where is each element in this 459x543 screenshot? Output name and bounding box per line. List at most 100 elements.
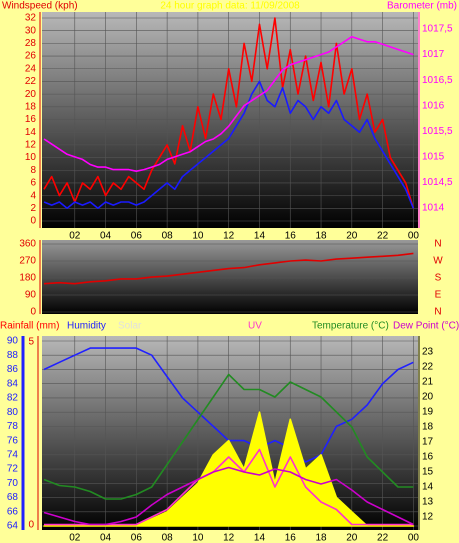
- y2-tick-label: 1016,5: [422, 75, 453, 86]
- y3-tick-label: 0: [28, 520, 34, 531]
- line: [43, 80, 415, 210]
- y-tick-label: 64: [7, 521, 19, 532]
- y-tick-label: 84: [7, 378, 19, 389]
- line: [43, 252, 414, 285]
- y-tick-label: 16: [25, 114, 37, 125]
- plot-background: [42, 240, 418, 314]
- x-tick-label: 10: [192, 533, 204, 543]
- y2-tick-label: N: [434, 239, 441, 250]
- y2-tick-label: 12: [422, 512, 434, 523]
- y2-tick-label: 18: [422, 422, 434, 433]
- line: [43, 35, 414, 172]
- y-tick-label: 8: [30, 165, 36, 176]
- y-tick-label: 0: [30, 216, 36, 227]
- legend-label: Dew Point (°C): [393, 321, 459, 332]
- y-tick-label: 26: [25, 51, 37, 62]
- x-tick-label: 00: [408, 231, 420, 242]
- x-tick-label: 00: [408, 533, 420, 543]
- y-tick-label: 88: [7, 350, 19, 361]
- y-tick-label: 0: [30, 307, 36, 318]
- x-tick-label: 06: [131, 533, 143, 543]
- y2-tick-label: 21: [422, 377, 434, 388]
- y2-tick-label: 16: [422, 452, 434, 463]
- y-tick-label: 24: [25, 63, 37, 74]
- legend-label: UV: [248, 321, 262, 332]
- y-tick-label: 86: [7, 364, 19, 375]
- y-tick-label: 90: [7, 336, 19, 347]
- y2-tick-label: E: [435, 290, 442, 301]
- y-tick-label: 72: [7, 464, 19, 475]
- y-tick-label: 22: [25, 76, 37, 87]
- y-tick-label: 82: [7, 393, 19, 404]
- y-tick-label: 20: [25, 89, 37, 100]
- y-tick-label: 66: [7, 506, 19, 517]
- chart-title: 24 hour graph data: 11/09/2008: [160, 1, 300, 12]
- y2-tick-label: 1017: [422, 49, 445, 60]
- y2-tick-label: 1015: [422, 151, 445, 162]
- x-tick-label: 16: [285, 231, 297, 242]
- y-tick-label: 10: [25, 152, 37, 163]
- x-tick-label: 22: [377, 533, 389, 543]
- y2-tick-label: 22: [422, 362, 434, 373]
- y-tick-label: 2: [30, 203, 36, 214]
- y2-tick-label: 15: [422, 467, 434, 478]
- y2-tick-label: 20: [422, 392, 434, 403]
- y2-tick-label: 1016: [422, 100, 445, 111]
- y2-tick-label: 1014,5: [422, 177, 453, 188]
- x-tick-label: 14: [254, 231, 266, 242]
- y-tick-label: 4: [30, 190, 36, 201]
- y-tick-label: 270: [19, 256, 36, 267]
- y-tick-label: 14: [25, 127, 37, 138]
- y2-tick-label: N: [434, 307, 441, 318]
- x-tick-label: 22: [377, 231, 389, 242]
- y-tick-label: 68: [7, 492, 19, 503]
- y2-tick-label: 13: [422, 497, 434, 508]
- x-tick-label: 10: [192, 231, 204, 242]
- y-tick-label: 32: [25, 13, 37, 24]
- x-tick-label: 18: [315, 231, 327, 242]
- x-tick-label: 08: [162, 533, 174, 543]
- x-tick-label: 18: [315, 533, 327, 543]
- y-tick-label: 28: [25, 38, 37, 49]
- y2-tick-label: 1015,5: [422, 126, 453, 137]
- x-tick-label: 12: [223, 231, 235, 242]
- x-tick-label: 16: [285, 533, 297, 543]
- x-tick-label: 04: [100, 533, 112, 543]
- line: [43, 373, 414, 500]
- line: [43, 17, 415, 209]
- y2-axis-label: Barometer (mb): [387, 1, 457, 12]
- y2-tick-label: 1014: [422, 203, 445, 214]
- y-tick-label: 18: [25, 101, 37, 112]
- x-tick-label: 14: [254, 533, 266, 543]
- x-tick-label: 08: [162, 231, 174, 242]
- area: [43, 411, 415, 527]
- y2-tick-label: W: [433, 256, 443, 267]
- legend-label: Solar: [118, 321, 142, 332]
- x-tick-label: 04: [100, 231, 112, 242]
- legend-label: Temperature (°C): [312, 321, 389, 332]
- y-tick-label: 30: [25, 25, 37, 36]
- y2-tick-label: 19: [422, 407, 434, 418]
- line: [43, 466, 414, 526]
- y-tick-label: 74: [7, 449, 19, 460]
- x-tick-label: 20: [346, 231, 358, 242]
- y-tick-label: 90: [25, 290, 37, 301]
- legend-label: Humidity: [67, 321, 106, 332]
- y2-tick-label: S: [435, 273, 442, 284]
- y-axis-label: Windspeed (kph): [2, 1, 78, 12]
- y-tick-label: 78: [7, 421, 19, 432]
- x-tick-label: 02: [69, 533, 81, 543]
- x-tick-label: 02: [69, 231, 81, 242]
- y2-tick-label: 14: [422, 482, 434, 493]
- y-tick-label: 360: [19, 239, 36, 250]
- y3-tick-label: 5: [28, 337, 34, 348]
- y-tick-label: 76: [7, 435, 19, 446]
- x-tick-label: 06: [131, 231, 143, 242]
- y-tick-label: 70: [7, 478, 19, 489]
- x-tick-label: 12: [223, 533, 235, 543]
- x-tick-label: 20: [346, 533, 358, 543]
- y-tick-label: 80: [7, 407, 19, 418]
- y-tick-label: 6: [30, 178, 36, 189]
- y2-tick-label: 17: [422, 437, 434, 448]
